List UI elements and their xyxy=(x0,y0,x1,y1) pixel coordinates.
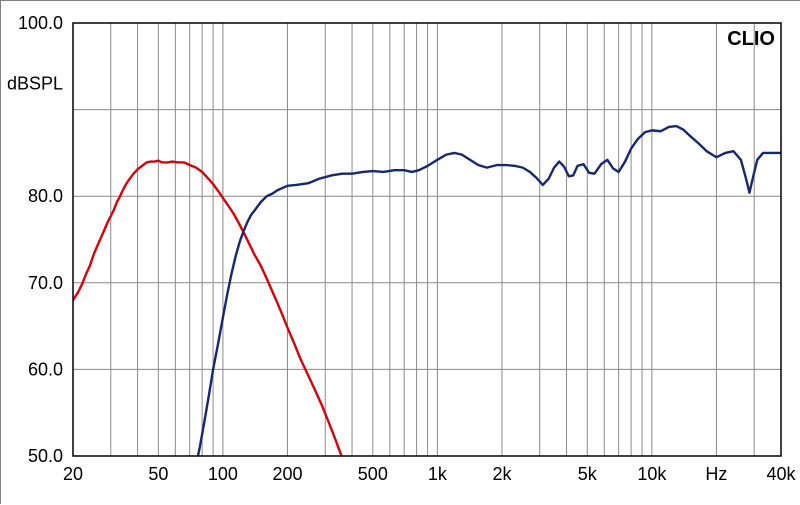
x-tick-label: 10k xyxy=(637,464,667,484)
frequency-response-chart: 50.0 60.0 70.0 80.0 100.0 dBSPL 20 50 100 200 500 1… xyxy=(1,1,800,505)
x-tick-label: 500 xyxy=(358,464,388,484)
x-axis-unit-label: Hz xyxy=(705,464,727,484)
y-tick-label: 50.0 xyxy=(28,446,63,466)
y-axis-unit-label: dBSPL xyxy=(7,74,63,94)
y-tick-label: 70.0 xyxy=(28,273,63,293)
y-tick-label: 80.0 xyxy=(28,186,63,206)
y-tick-label: 60.0 xyxy=(28,359,63,379)
x-tick-label: 40k xyxy=(766,464,796,484)
x-tick-label: 2k xyxy=(492,464,512,484)
x-tick-label: 200 xyxy=(272,464,302,484)
brand-label: CLIO xyxy=(727,28,775,50)
x-tick-label: 5k xyxy=(578,464,598,484)
chart-frame: 50.0 60.0 70.0 80.0 100.0 dBSPL 20 50 100 200 500 1… xyxy=(0,0,800,504)
x-tick-label: 1k xyxy=(428,464,448,484)
x-tick-label: 50 xyxy=(148,464,168,484)
y-tick-label: 100.0 xyxy=(18,13,63,33)
x-tick-label: 20 xyxy=(63,464,83,484)
x-tick-label: 100 xyxy=(208,464,238,484)
